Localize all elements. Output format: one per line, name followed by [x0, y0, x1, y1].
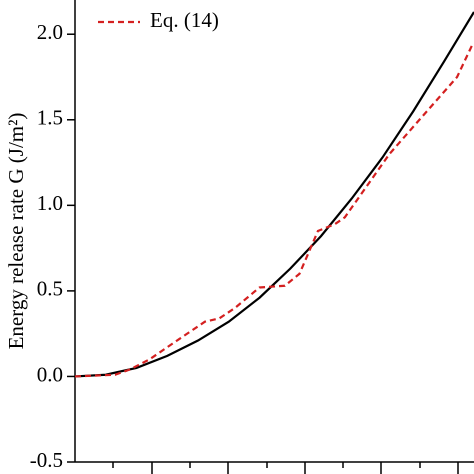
y-tick-label: 1.5	[37, 106, 63, 130]
y-axis-label: Energy release rate G (J/m²)	[4, 113, 28, 350]
x-ticks	[112, 462, 459, 474]
y-tick-label: 0.5	[37, 277, 63, 301]
y-tick-label: 2.0	[37, 20, 63, 44]
line	[74, 11, 474, 378]
line	[74, 42, 474, 378]
legend-label: Eq. (14)	[150, 8, 219, 32]
y-tick-label: 1.0	[37, 191, 63, 215]
y-tick-label: 0.0	[37, 362, 63, 386]
y-tick-label: -0.5	[30, 448, 63, 472]
